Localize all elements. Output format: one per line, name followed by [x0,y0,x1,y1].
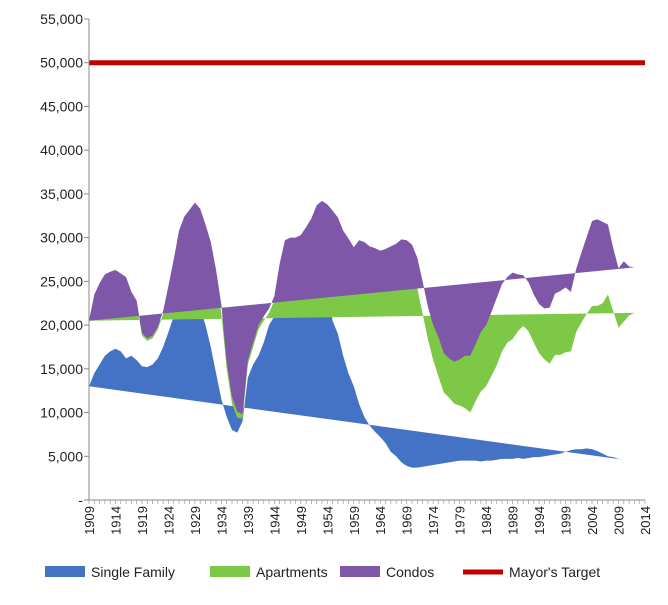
x-tick-label: 1989 [506,506,521,535]
x-tick-label: 1974 [426,506,441,535]
y-tick-label: 55,000 [40,11,83,27]
x-tick-label: 1999 [559,506,574,535]
y-tick-label: 5,000 [48,448,83,464]
x-tick-label: 1969 [400,506,415,535]
x-tick-label: 1909 [82,506,97,535]
x-tick-label: 1949 [294,506,309,535]
x-tick-label: 1959 [347,506,362,535]
x-tick-label: 1994 [532,506,547,535]
legend-label: Mayor's Target [509,564,600,580]
x-tick-label: 2004 [585,506,600,535]
x-tick-label: 1979 [453,506,468,535]
stacked-areas [89,200,635,468]
y-tick-label: 15,000 [40,361,83,377]
x-tick-label: 2009 [612,506,627,535]
x-tick-label: 1954 [320,506,335,535]
x-axis-ticks: 1909 1914 1919 1924 1929 1934 1939 1944 1949 1954… [82,500,653,535]
x-tick-label: 1939 [241,506,256,535]
y-axis-ticks: - 5,000 10,000 15,000 20,000 25,000 30,000 35,0… [40,11,89,508]
y-tick-label: - [78,492,83,508]
area-single-family [89,268,624,468]
y-tick-label: 25,000 [40,273,83,289]
y-tick-label: 30,000 [40,230,83,246]
legend-label: Single Family [91,564,175,580]
area-condos [89,200,635,415]
x-tick-label: 1929 [188,506,203,535]
x-tick-label: 1914 [108,506,123,535]
x-tick-label: 1919 [135,506,150,535]
x-tick-label: 1944 [267,506,282,535]
legend-label: Condos [386,564,434,580]
x-tick-label: 1984 [479,506,494,535]
legend-swatch [340,566,380,577]
legend: Single Family Apartments Condos Mayor's Tar… [45,564,600,580]
y-tick-label: 20,000 [40,317,83,333]
legend-swatch [210,566,250,577]
x-tick-label: 2014 [638,506,653,535]
y-tick-label: 40,000 [40,142,83,158]
y-tick-label: 10,000 [40,405,83,421]
legend-label: Apartments [256,564,328,580]
x-tick-label: 1924 [161,506,176,535]
legend-swatch [45,566,85,577]
y-tick-label: 35,000 [40,186,83,202]
x-tick-label: 1934 [214,506,229,535]
axes [88,19,645,501]
area-apartments [89,207,635,419]
y-tick-label: 45,000 [40,98,83,114]
y-tick-label: 50,000 [40,55,83,71]
x-tick-label: 1964 [373,506,388,535]
